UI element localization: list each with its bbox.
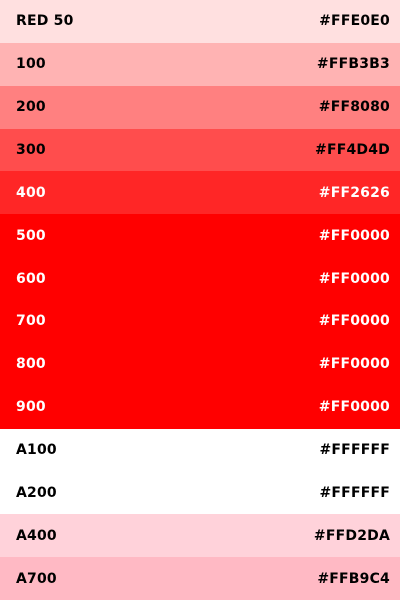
- shade-label: 100: [16, 56, 46, 73]
- hex-value: #FFD2DA: [313, 527, 390, 544]
- hex-value: #FF4D4D: [315, 142, 390, 158]
- hex-value: #FF0000: [318, 313, 390, 330]
- hex-value: #FFFFFF: [319, 484, 390, 501]
- shade-label: 900: [16, 399, 46, 416]
- hex-value: #FFE0E0: [319, 13, 390, 30]
- hex-value: #FF2626: [318, 184, 390, 201]
- shade-label: A400: [16, 527, 57, 544]
- shade-label: RED 50: [16, 13, 74, 30]
- shade-label: 600: [16, 270, 46, 287]
- shade-label: A700: [16, 570, 57, 587]
- hex-value: #FF8080: [318, 99, 390, 116]
- swatch-red-a400: A400 #FFD2DA: [0, 514, 400, 558]
- swatch-red-400: 400 #FF2626: [0, 171, 400, 215]
- swatch-red-50: RED 50 #FFE0E0: [0, 0, 400, 43]
- swatch-red-a200: A200 #FFFFFF: [0, 471, 400, 515]
- hex-value: #FFB9C4: [317, 570, 390, 587]
- shade-label: A100: [16, 442, 57, 459]
- swatch-red-300: 300 #FF4D4D: [0, 128, 400, 172]
- shade-label: 400: [16, 184, 46, 201]
- shade-label: 800: [16, 356, 46, 373]
- swatch-red-800: 800 #FF0000: [0, 342, 400, 386]
- hex-value: #FFFFFF: [319, 442, 390, 459]
- shade-label: 300: [16, 142, 46, 158]
- hex-value: #FFB3B3: [316, 56, 390, 73]
- swatch-red-a100: A100 #FFFFFF: [0, 428, 400, 472]
- shade-label: 500: [16, 227, 46, 244]
- swatch-red-700: 700 #FF0000: [0, 300, 400, 343]
- shade-label: A200: [16, 484, 57, 501]
- hex-value: #FF0000: [318, 270, 390, 287]
- swatch-red-100: 100 #FFB3B3: [0, 42, 400, 86]
- swatch-red-a700: A700 #FFB9C4: [0, 557, 400, 600]
- hex-value: #FF0000: [318, 227, 390, 244]
- hex-value: #FF0000: [318, 356, 390, 373]
- swatch-red-900: 900 #FF0000: [0, 385, 400, 429]
- shade-label: 200: [16, 99, 46, 116]
- shade-label: 700: [16, 313, 46, 330]
- swatch-red-500: 500 #FF0000: [0, 214, 400, 258]
- swatch-red-600: 600 #FF0000: [0, 257, 400, 301]
- hex-value: #FF0000: [318, 399, 390, 416]
- swatch-red-200: 200 #FF8080: [0, 85, 400, 129]
